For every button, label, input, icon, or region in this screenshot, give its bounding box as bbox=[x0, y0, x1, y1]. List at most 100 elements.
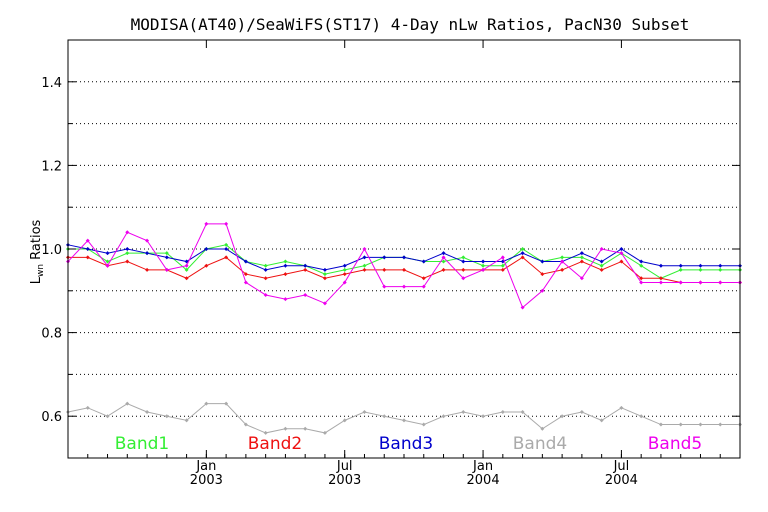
data-point-band3 bbox=[718, 263, 723, 268]
y-axis-label-sub: wn bbox=[36, 264, 46, 277]
data-point-band4 bbox=[639, 414, 644, 419]
data-point-band2 bbox=[303, 267, 308, 272]
data-point-band2 bbox=[145, 267, 150, 272]
y-axis-label: Lwn Ratios bbox=[29, 219, 46, 284]
data-point-band5 bbox=[402, 284, 406, 289]
y-axis-label-main: L bbox=[29, 276, 44, 284]
x-tick-month: Jan bbox=[195, 459, 216, 474]
data-point-band3 bbox=[204, 247, 209, 251]
data-point-band3 bbox=[481, 259, 486, 264]
legend: Band1 Band2 Band3 Band4 Band5 bbox=[115, 434, 702, 454]
data-point-band5 bbox=[698, 280, 703, 285]
data-point-band1 bbox=[500, 263, 505, 268]
data-point-band1 bbox=[718, 267, 723, 272]
data-point-band1 bbox=[125, 251, 130, 256]
data-point-band4 bbox=[698, 422, 703, 427]
data-point-band1 bbox=[342, 267, 347, 272]
data-point-band4 bbox=[579, 410, 584, 415]
data-point-band2 bbox=[461, 267, 466, 272]
data-point-band5 bbox=[184, 263, 189, 268]
data-point-band5 bbox=[145, 238, 150, 243]
data-point-band1 bbox=[283, 259, 288, 264]
data-point-band3 bbox=[145, 251, 150, 256]
data-point-band1 bbox=[481, 263, 486, 268]
data-point-band2 bbox=[421, 276, 426, 281]
data-point-band2 bbox=[500, 267, 505, 272]
data-point-band4 bbox=[283, 426, 288, 431]
data-point-band4 bbox=[85, 405, 90, 410]
data-point-band2 bbox=[322, 276, 327, 281]
data-point-band3 bbox=[322, 267, 327, 272]
data-point-band2 bbox=[362, 267, 367, 272]
data-point-band4 bbox=[263, 430, 268, 435]
data-point-band4 bbox=[303, 426, 308, 431]
data-point-band2 bbox=[619, 259, 624, 264]
data-point-band3 bbox=[599, 259, 604, 264]
data-point-band3 bbox=[85, 247, 90, 251]
data-point-band2 bbox=[599, 267, 604, 272]
legend-label-band5: Band5 bbox=[648, 434, 702, 454]
data-point-band1 bbox=[639, 263, 644, 268]
data-point-band3 bbox=[263, 267, 268, 272]
data-point-band3 bbox=[125, 247, 130, 251]
data-point-band4 bbox=[658, 422, 663, 427]
data-point-band4 bbox=[184, 418, 189, 423]
data-point-band2 bbox=[184, 276, 189, 281]
data-point-band3 bbox=[658, 263, 663, 268]
data-point-band5 bbox=[658, 280, 663, 285]
data-point-band1 bbox=[441, 259, 446, 264]
data-point-band4 bbox=[599, 418, 604, 423]
data-point-band1 bbox=[678, 267, 683, 272]
data-point-band3 bbox=[540, 259, 545, 264]
data-point-band4 bbox=[520, 410, 525, 415]
data-point-band5 bbox=[283, 297, 288, 302]
data-point-band3 bbox=[303, 263, 308, 268]
data-point-band2 bbox=[283, 272, 288, 277]
x-tick-month: Jul bbox=[336, 459, 353, 474]
y-axis-label-rest: Ratios bbox=[29, 219, 44, 264]
data-point-band1 bbox=[520, 247, 525, 251]
data-point-band5 bbox=[105, 263, 110, 268]
data-point-band2 bbox=[639, 276, 644, 281]
data-point-band5 bbox=[599, 247, 604, 251]
x-tick-year: 2004 bbox=[605, 473, 638, 488]
x-tick-month: Jul bbox=[613, 459, 630, 474]
data-point-band1 bbox=[560, 255, 565, 260]
series-layer bbox=[66, 221, 742, 435]
data-point-band5 bbox=[540, 288, 545, 293]
data-point-band3 bbox=[461, 259, 466, 264]
data-point-band3 bbox=[421, 259, 426, 264]
data-point-band3 bbox=[283, 263, 288, 268]
x-tick-year: 2003 bbox=[328, 473, 361, 488]
data-point-band3 bbox=[520, 251, 525, 256]
data-point-band2 bbox=[560, 267, 565, 272]
data-point-band4 bbox=[560, 414, 565, 419]
data-point-band4 bbox=[105, 414, 110, 419]
data-point-band4 bbox=[362, 410, 367, 415]
data-point-band1 bbox=[698, 267, 703, 272]
data-point-band1 bbox=[461, 255, 466, 260]
x-tick-month: Jan bbox=[472, 459, 493, 474]
data-point-band3 bbox=[342, 263, 347, 268]
data-point-band1 bbox=[362, 263, 367, 268]
data-point-band2 bbox=[441, 267, 446, 272]
data-point-band1 bbox=[164, 251, 169, 256]
data-point-band5 bbox=[125, 230, 130, 235]
data-point-band4 bbox=[224, 401, 229, 406]
data-point-band4 bbox=[382, 414, 387, 419]
data-point-band5 bbox=[204, 221, 209, 226]
data-point-band4 bbox=[461, 410, 466, 415]
data-point-band5 bbox=[421, 284, 426, 289]
data-point-band2 bbox=[579, 259, 584, 264]
data-point-band1 bbox=[263, 263, 268, 268]
x-tick-year: 2003 bbox=[190, 473, 223, 488]
data-point-band2 bbox=[125, 259, 130, 264]
grid bbox=[68, 81, 740, 417]
chart-title: MODISA(AT40)/SeaWiFS(ST17) 4-Day nLw Rat… bbox=[131, 15, 690, 34]
y-tick-label: 0.6 bbox=[41, 410, 62, 425]
data-point-band4 bbox=[481, 414, 486, 419]
data-point-band2 bbox=[520, 255, 525, 260]
data-point-band5 bbox=[560, 259, 565, 264]
data-point-band3 bbox=[164, 255, 169, 260]
